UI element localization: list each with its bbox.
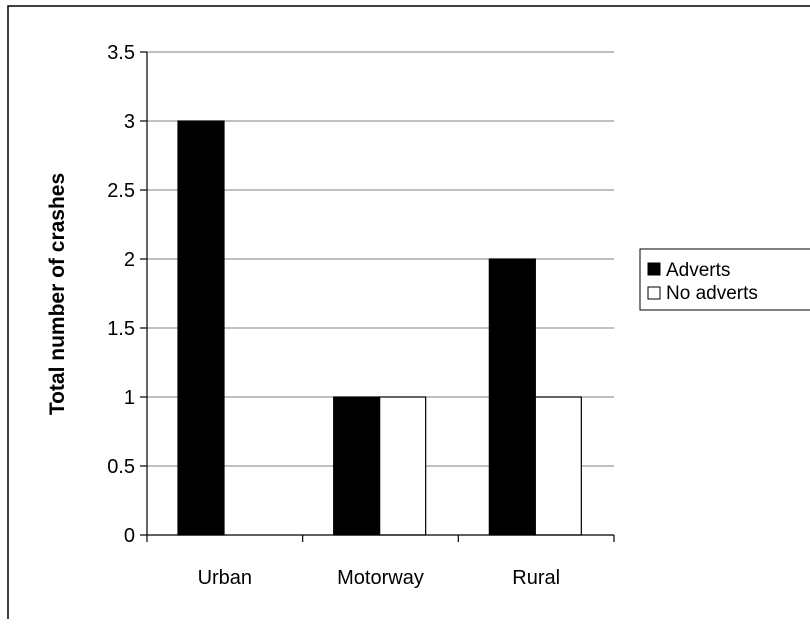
axes: [140, 51, 615, 542]
y-tick-label: 2.5: [107, 180, 135, 202]
y-tick-label: 1: [124, 387, 135, 409]
y-axis-title: Total number of crashes: [46, 173, 69, 415]
bar-no-adverts-rural: [534, 396, 582, 536]
y-tick-label: 3: [124, 111, 135, 133]
legend-swatch-adverts: [647, 262, 661, 276]
legend-swatch-no-adverts: [647, 286, 661, 300]
x-tick-label: Urban: [198, 567, 252, 589]
x-tick-label: Rural: [512, 567, 560, 589]
legend: Adverts No adverts: [639, 248, 810, 311]
y-tick-label: 0.5: [107, 456, 135, 478]
bar-adverts-rural: [488, 258, 536, 536]
bar-adverts-motorway: [333, 396, 381, 536]
y-tick-label: 1.5: [107, 318, 135, 340]
bar-no-adverts-motorway: [379, 396, 427, 536]
y-tick-label: 0: [124, 525, 135, 547]
legend-label-no-adverts: No adverts: [666, 283, 758, 304]
y-tick-label: 2: [124, 249, 135, 271]
legend-label-adverts: Adverts: [666, 260, 730, 281]
y-tick-label: 3.5: [107, 42, 135, 64]
bar-adverts-urban: [177, 120, 225, 536]
legend-box: [639, 248, 810, 311]
x-tick-label: Motorway: [337, 567, 424, 589]
bars: [177, 120, 582, 536]
tick-labels: 0 0.5 1 1.5 2 2.5 3 3.5 Urban Motorway Rural: [107, 42, 560, 589]
